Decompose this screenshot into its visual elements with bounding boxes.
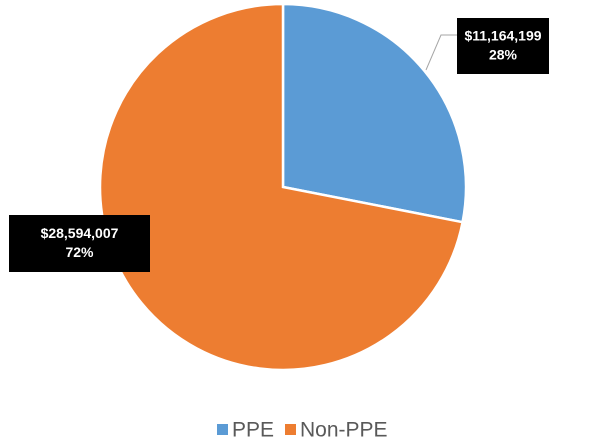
data-label-box [9,215,150,272]
pie-slice [98,2,465,372]
data-label-percent: 28% [489,47,518,63]
legend-swatch [217,424,228,435]
data-label-box [457,18,549,74]
leader-line [425,34,457,71]
legend-swatch [285,424,296,435]
pie-slice [281,2,468,224]
legend-label: Non-PPE [300,419,388,442]
data-label-value: $11,164,199 [464,28,541,44]
data-label-percent: 72% [65,244,94,260]
legend-label: PPE [232,419,274,442]
data-label-value: $28,594,007 [41,225,119,241]
